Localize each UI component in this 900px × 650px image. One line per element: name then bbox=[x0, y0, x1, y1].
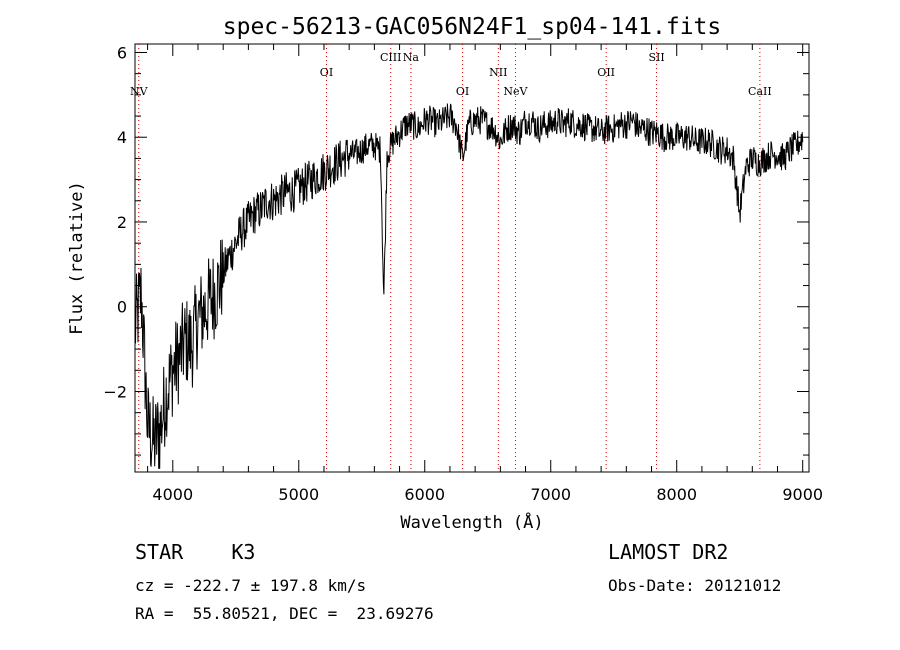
y-tick-label: 6 bbox=[117, 43, 127, 62]
line-label: NII bbox=[489, 66, 507, 79]
y-tick-label: 4 bbox=[117, 128, 127, 147]
series-group bbox=[134, 103, 804, 469]
line-label: OI bbox=[456, 85, 469, 98]
line-label: SII bbox=[648, 51, 664, 64]
chart-title: spec-56213-GAC056N24F1_sp04-141.fits bbox=[223, 14, 722, 40]
line-label: CaII bbox=[748, 85, 772, 98]
line-labels: NV OI CIII Na OI NII NeV OII SII CaII bbox=[130, 51, 772, 98]
x-tick-label: 5000 bbox=[278, 485, 319, 504]
line-label: NV bbox=[130, 85, 149, 98]
x-axis-label: Wavelength (Å) bbox=[400, 511, 543, 533]
y-axis-label: Flux (relative) bbox=[67, 181, 87, 335]
x-tick-label: 4000 bbox=[152, 485, 193, 504]
x-tick-label: 6000 bbox=[404, 485, 445, 504]
line-label: Na bbox=[403, 51, 420, 64]
survey-name: LAMOST DR2 bbox=[608, 540, 729, 564]
obs-date: Obs-Date: 20121012 bbox=[608, 576, 782, 595]
axis-ticks: 4000 5000 6000 7000 8000 9000 −2 0 2 4 6 bbox=[103, 43, 823, 504]
line-label: CIII bbox=[380, 51, 401, 64]
x-tick-label: 9000 bbox=[782, 485, 823, 504]
coordinates-info: RA = 55.80521, DEC = 23.69276 bbox=[135, 604, 434, 623]
plot-frame bbox=[134, 43, 810, 473]
x-tick-label: 8000 bbox=[656, 485, 697, 504]
line-label: OI bbox=[320, 66, 333, 79]
y-tick-label: 0 bbox=[117, 298, 127, 317]
reference-lines bbox=[138, 44, 761, 472]
object-class: STAR K3 bbox=[135, 540, 256, 564]
y-tick-label: −2 bbox=[103, 382, 127, 401]
redshift-info: cz = -222.7 ± 197.8 km/s bbox=[135, 576, 367, 595]
spectrum-series bbox=[134, 103, 804, 469]
x-tick-label: 7000 bbox=[530, 485, 571, 504]
line-label: NeV bbox=[503, 85, 528, 98]
line-label: OII bbox=[597, 66, 615, 79]
y-tick-label: 2 bbox=[117, 213, 127, 232]
